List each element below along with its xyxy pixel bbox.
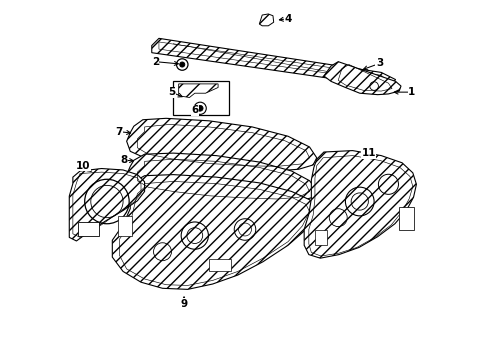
Polygon shape	[112, 175, 317, 289]
Text: 6: 6	[191, 105, 198, 115]
Circle shape	[197, 105, 203, 111]
Bar	[78, 222, 99, 235]
Polygon shape	[304, 150, 416, 258]
Text: 3: 3	[376, 58, 383, 68]
Text: 10: 10	[75, 161, 90, 171]
Polygon shape	[69, 168, 145, 241]
Bar	[209, 259, 231, 271]
Bar	[315, 230, 327, 245]
Text: 7: 7	[115, 127, 122, 136]
Text: 4: 4	[284, 14, 292, 24]
Text: 9: 9	[180, 299, 188, 309]
Polygon shape	[259, 14, 274, 26]
Circle shape	[180, 62, 185, 67]
Polygon shape	[126, 153, 317, 203]
Polygon shape	[152, 39, 395, 87]
Text: 11: 11	[362, 148, 376, 158]
Bar	[399, 207, 414, 230]
Text: 2: 2	[152, 57, 159, 67]
Text: 8: 8	[120, 155, 127, 165]
FancyBboxPatch shape	[173, 81, 229, 116]
Polygon shape	[324, 62, 401, 95]
Bar	[118, 216, 132, 235]
Polygon shape	[126, 118, 317, 171]
Text: 1: 1	[408, 87, 416, 97]
Polygon shape	[179, 84, 218, 98]
Text: 5: 5	[168, 87, 175, 97]
